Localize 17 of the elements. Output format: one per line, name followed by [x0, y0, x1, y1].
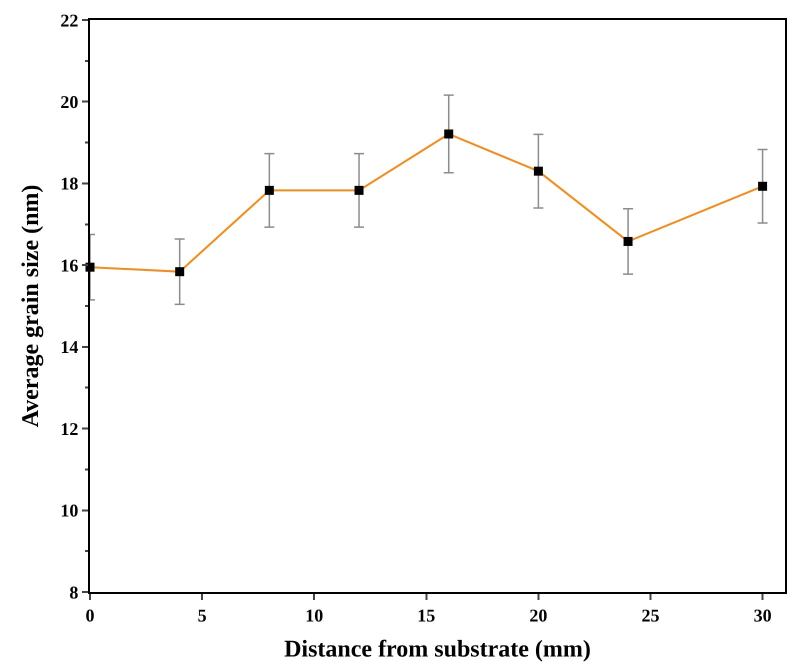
y-tick-label: 10 — [60, 500, 78, 521]
y-tick-label: 8 — [69, 582, 78, 602]
x-tick-label: 30 — [754, 606, 772, 626]
y-tick-label: 20 — [60, 92, 78, 112]
y-tick-label: 16 — [60, 255, 78, 276]
x-tick-label: 15 — [417, 606, 436, 626]
y-tick-label: 22 — [60, 10, 78, 30]
x-axis-title: Distance from substrate (mm) — [284, 636, 591, 662]
y-tick-label: 12 — [60, 418, 78, 439]
y-tick-label: 18 — [60, 174, 78, 194]
x-tick-label: 25 — [641, 606, 660, 626]
x-tick-label: 5 — [198, 606, 207, 626]
y-axis-title: Average grain size (nm) — [18, 184, 44, 428]
x-tick-label: 10 — [305, 606, 324, 626]
y-tick-label: 14 — [60, 337, 78, 358]
x-tick-label: 0 — [86, 606, 94, 626]
x-tick-label: 20 — [529, 606, 548, 626]
